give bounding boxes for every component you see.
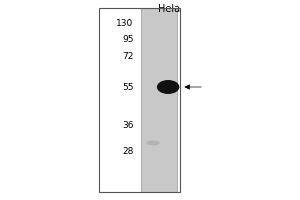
Ellipse shape [157, 80, 179, 94]
Text: 28: 28 [122, 146, 134, 156]
Text: 55: 55 [122, 83, 134, 92]
Text: Hela: Hela [158, 4, 181, 14]
Text: 72: 72 [122, 52, 134, 61]
Bar [141, 8, 177, 192]
Bar [99, 8, 180, 192]
Text: 130: 130 [116, 19, 134, 27]
Text: 95: 95 [122, 36, 134, 45]
Text: 36: 36 [122, 121, 134, 130]
Ellipse shape [146, 140, 160, 146]
